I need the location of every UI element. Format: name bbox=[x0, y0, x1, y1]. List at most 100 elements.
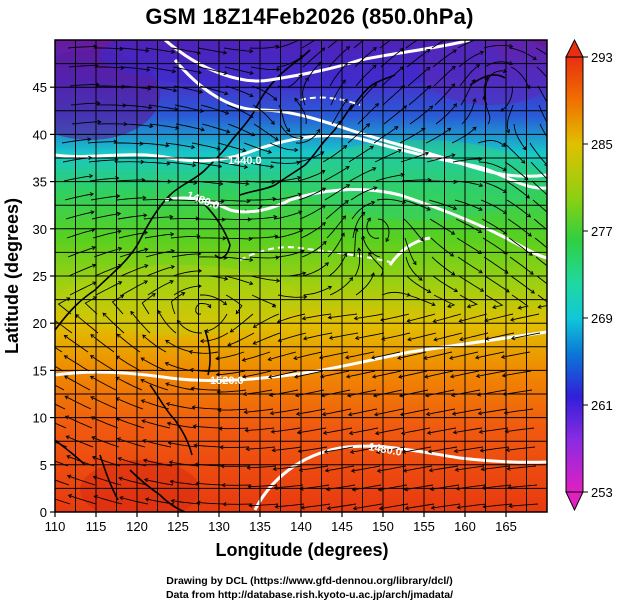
streamline-arrow bbox=[276, 67, 281, 72]
streamline-arrow bbox=[431, 302, 436, 307]
streamline bbox=[63, 175, 93, 182]
contour-label: 1440.0 bbox=[228, 155, 262, 167]
streamline-arrow bbox=[64, 415, 70, 420]
streamline-arrow bbox=[505, 288, 510, 293]
streamline-arrow bbox=[189, 367, 194, 373]
streamline-arrow bbox=[148, 105, 153, 110]
x-tick-label: 165 bbox=[495, 519, 517, 534]
streamline bbox=[246, 446, 276, 450]
streamline bbox=[481, 218, 507, 235]
colorbar-tick-label: 261 bbox=[591, 398, 613, 413]
streamline-arrow bbox=[451, 271, 456, 276]
streamline-arrow bbox=[249, 281, 254, 286]
streamline bbox=[55, 498, 71, 505]
streamline-arrow bbox=[226, 129, 231, 134]
streamline-arrow bbox=[373, 186, 378, 191]
streamline-arrow bbox=[269, 410, 274, 416]
streamline-arrow bbox=[344, 200, 349, 205]
streamline bbox=[199, 294, 227, 305]
streamline-arrow bbox=[400, 31, 404, 34]
streamline bbox=[505, 427, 535, 433]
streamline-arrow bbox=[453, 448, 458, 454]
streamline-arrow bbox=[343, 98, 348, 103]
streamline-arrow bbox=[191, 405, 196, 410]
streamline-arrow bbox=[144, 247, 149, 252]
streamline bbox=[382, 85, 405, 106]
streamline-arrow bbox=[96, 101, 101, 106]
streamline-arrow bbox=[249, 93, 254, 98]
streamline bbox=[144, 479, 174, 486]
streamline-arrow bbox=[249, 70, 254, 76]
streamline bbox=[67, 475, 96, 486]
streamline bbox=[142, 334, 167, 353]
streamline bbox=[192, 406, 221, 410]
streamline bbox=[68, 65, 98, 68]
streamline-arrow bbox=[452, 49, 457, 54]
streamline bbox=[510, 313, 540, 321]
streamline-arrow bbox=[452, 430, 458, 435]
streamline-arrow bbox=[118, 281, 123, 286]
streamline bbox=[320, 370, 350, 378]
streamline-arrow bbox=[343, 252, 348, 257]
streamline-arrow bbox=[172, 88, 178, 93]
streamline bbox=[399, 128, 426, 144]
streamline-arrow bbox=[449, 355, 454, 360]
streamline bbox=[483, 503, 513, 508]
streamline-arrow bbox=[252, 323, 257, 328]
streamline-arrow bbox=[118, 476, 123, 481]
streamline bbox=[321, 120, 341, 144]
streamline bbox=[248, 216, 277, 220]
streamline bbox=[530, 161, 547, 180]
streamline bbox=[454, 446, 484, 452]
streamline bbox=[484, 275, 510, 293]
streamline bbox=[407, 66, 431, 87]
streamline bbox=[115, 377, 143, 391]
streamline-arrow bbox=[143, 213, 148, 218]
streamline bbox=[510, 275, 535, 294]
coastlines bbox=[55, 49, 506, 512]
streamline bbox=[115, 179, 145, 182]
streamline bbox=[376, 198, 406, 204]
streamline-arrow bbox=[350, 468, 356, 473]
streamline-arrow bbox=[370, 200, 376, 206]
streamline-arrow bbox=[509, 43, 514, 49]
streamline bbox=[175, 123, 205, 131]
streamline bbox=[244, 408, 274, 413]
streamline-arrow bbox=[117, 246, 123, 252]
streamline bbox=[478, 161, 507, 171]
streamline-arrow bbox=[454, 467, 459, 472]
streamline-arrow bbox=[242, 147, 247, 153]
streamline bbox=[483, 44, 513, 49]
streamline-arrow bbox=[402, 105, 408, 110]
y-tick-label: 30 bbox=[33, 222, 47, 237]
streamline-arrow bbox=[478, 206, 483, 211]
streamline bbox=[141, 399, 170, 410]
map-title: GSM 18Z14Feb2026 (850.0hPa) bbox=[145, 4, 474, 29]
streamline bbox=[319, 351, 349, 359]
streamline-arrow bbox=[87, 137, 92, 142]
streamline bbox=[453, 427, 483, 434]
streamline-arrow bbox=[326, 505, 331, 511]
colorbar-top-arrow bbox=[565, 38, 584, 58]
streamline bbox=[252, 104, 275, 125]
streamline-arrow bbox=[191, 144, 196, 150]
streamline bbox=[121, 280, 148, 296]
streamline-arrow bbox=[293, 355, 298, 361]
streamline bbox=[538, 104, 547, 124]
streamline-arrow bbox=[149, 123, 154, 129]
streamline bbox=[430, 237, 454, 257]
streamline bbox=[114, 142, 143, 145]
streamline bbox=[145, 250, 175, 258]
streamline bbox=[328, 253, 347, 277]
streamline-arrow bbox=[447, 303, 452, 309]
streamline bbox=[532, 199, 547, 213]
streamline bbox=[434, 332, 463, 341]
streamline-arrow bbox=[235, 310, 240, 315]
streamline bbox=[379, 40, 392, 49]
streamline bbox=[299, 465, 329, 471]
y-tick-label: 10 bbox=[33, 411, 47, 426]
streamline bbox=[196, 237, 226, 239]
streamline bbox=[189, 351, 219, 354]
streamline bbox=[351, 465, 381, 472]
streamline-arrow bbox=[505, 129, 511, 134]
